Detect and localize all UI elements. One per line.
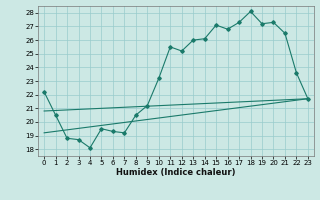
X-axis label: Humidex (Indice chaleur): Humidex (Indice chaleur)	[116, 168, 236, 177]
